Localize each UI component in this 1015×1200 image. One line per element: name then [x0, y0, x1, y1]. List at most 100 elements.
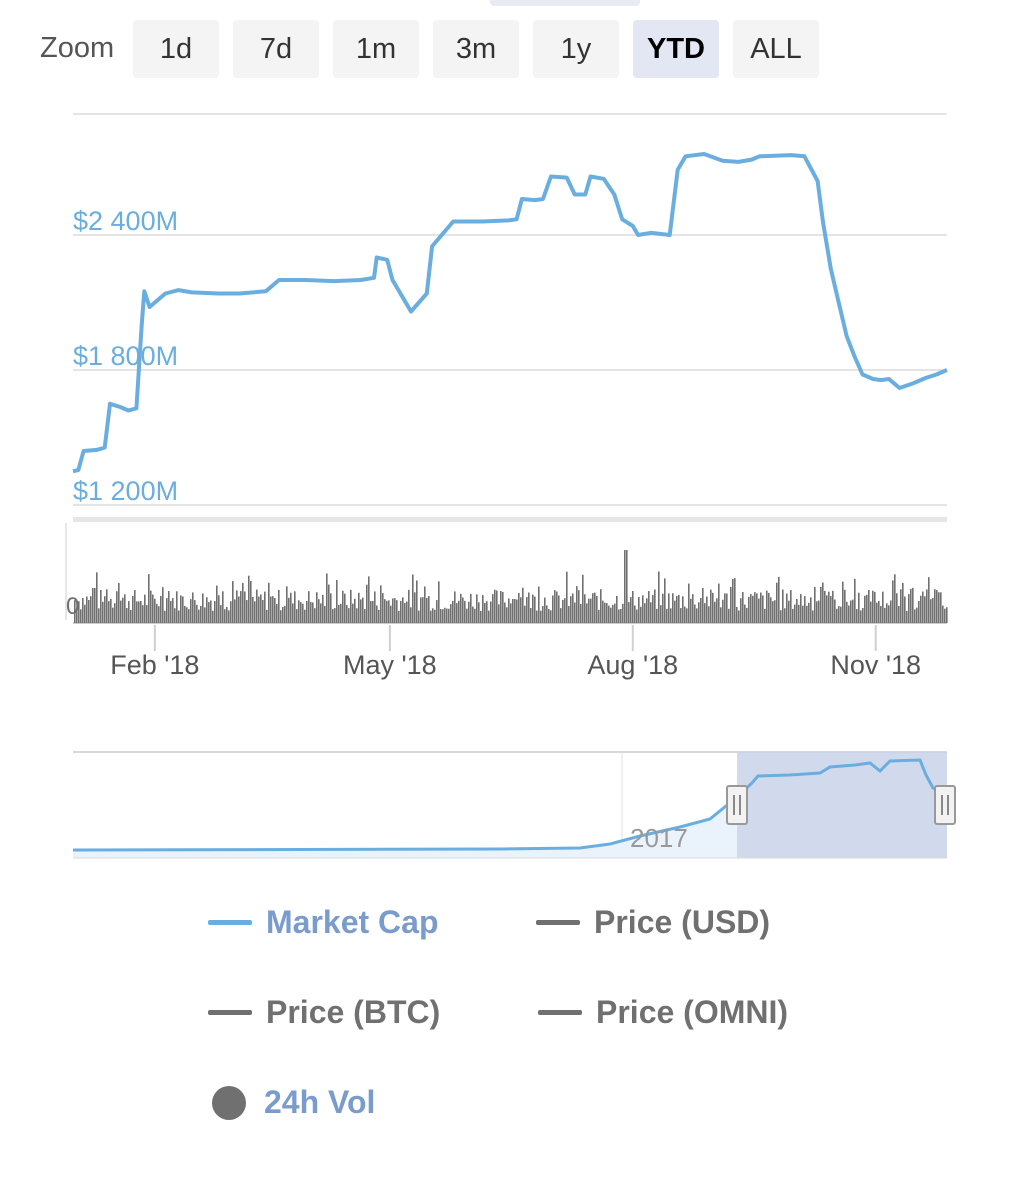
- volume-bar: [472, 606, 474, 623]
- volume-bar: [124, 594, 126, 623]
- legend-item-price-omni[interactable]: Price (OMNI): [538, 994, 788, 1031]
- volume-bar: [524, 605, 526, 623]
- legend-price-btc-line-icon: [208, 1010, 252, 1015]
- volume-bar: [462, 597, 464, 623]
- volume-bar: [878, 600, 880, 623]
- market-cap-chart: 0 $1 200M $1 800M $2 400M Feb '18 May '18 Au…: [65, 113, 956, 859]
- volume-bar: [832, 590, 834, 623]
- volume-bar: [250, 581, 252, 623]
- volume-bar: [140, 601, 142, 623]
- volume-bar: [686, 608, 688, 623]
- navigator[interactable]: 2017: [72, 751, 956, 859]
- volume-bar: [714, 601, 716, 623]
- volume-bar: [584, 594, 586, 623]
- volume-bar: [100, 589, 102, 623]
- volume-bar: [212, 610, 214, 623]
- volume-bar: [630, 597, 632, 623]
- volume-bar: [902, 582, 904, 623]
- volume-bar: [446, 608, 448, 623]
- volume-bar: [200, 605, 202, 623]
- volume-bar: [452, 600, 454, 623]
- volume-bar: [388, 600, 390, 623]
- volume-bar: [394, 598, 396, 623]
- volume-bar: [842, 581, 844, 623]
- volume-bar: [548, 608, 550, 623]
- legend-item-market-cap[interactable]: Market Cap: [208, 904, 439, 941]
- volume-bar: [166, 598, 168, 623]
- volume-bar: [184, 605, 186, 623]
- volume-bar: [490, 601, 492, 623]
- volume-bar: [644, 603, 646, 623]
- zoom-all-button[interactable]: ALL: [733, 20, 819, 78]
- volume-bar: [208, 602, 210, 623]
- volume-bar: [422, 597, 424, 623]
- volume-bar: [392, 598, 394, 623]
- volume-bar: [146, 605, 148, 623]
- zoom-1m-button[interactable]: 1m: [333, 20, 419, 78]
- zoom-ytd-button[interactable]: YTD: [633, 20, 719, 78]
- volume-bar: [102, 601, 104, 623]
- volume-bar: [94, 588, 96, 623]
- legend-24h-vol-dot-icon: [212, 1085, 246, 1120]
- volume-bar: [376, 605, 378, 623]
- volume-bar: [860, 610, 862, 623]
- zoom-1d-button[interactable]: 1d: [133, 20, 219, 78]
- volume-bar: [534, 596, 536, 623]
- volume-bar: [162, 587, 164, 623]
- navigator-right-handle[interactable]: [934, 785, 956, 825]
- legend-item-price-btc[interactable]: Price (BTC): [208, 994, 440, 1031]
- volume-bar: [230, 601, 232, 623]
- volume-bar: [118, 583, 120, 623]
- volume-bar: [224, 609, 226, 623]
- volume-bar: [296, 609, 298, 623]
- volume-bar: [718, 583, 720, 623]
- volume-bar: [344, 593, 346, 623]
- volume-bar: [650, 602, 652, 623]
- volume-bar: [740, 598, 742, 623]
- volume-bar: [480, 610, 482, 623]
- volume-bar: [218, 595, 220, 623]
- volume-bar: [352, 603, 354, 623]
- volume-bar: [110, 598, 112, 623]
- volume-bar: [564, 598, 566, 623]
- selection-tab: [490, 0, 640, 6]
- volume-bar: [152, 594, 154, 623]
- volume-bar: [130, 609, 132, 623]
- volume-bar: [516, 599, 518, 623]
- volume-bar: [76, 608, 78, 623]
- volume-bar: [700, 597, 702, 623]
- volume-bar: [240, 591, 242, 623]
- volume-bar: [730, 586, 732, 623]
- volume-bar: [138, 601, 140, 623]
- zoom-1y-button[interactable]: 1y: [533, 20, 619, 78]
- volume-bar: [384, 599, 386, 623]
- volume-bar: [380, 585, 382, 623]
- volume-bar: [464, 600, 466, 623]
- volume-bar: [940, 592, 942, 623]
- volume-bar: [246, 600, 248, 623]
- legend-label-price-omni: Price (OMNI): [596, 994, 789, 1030]
- volume-bar: [188, 609, 190, 623]
- volume-bar: [794, 604, 796, 623]
- zoom-3m-button[interactable]: 3m: [433, 20, 519, 78]
- volume-bar: [180, 595, 182, 623]
- volume-bar: [768, 592, 770, 623]
- legend-item-price-usd[interactable]: Price (USD): [536, 904, 770, 941]
- volume-bar: [636, 609, 638, 623]
- legend-item-24h-vol[interactable]: 24h Vol: [212, 1084, 375, 1121]
- volume-bar: [706, 596, 708, 623]
- y-tick-label: $1 200M: [73, 476, 178, 506]
- volume-bar: [738, 610, 740, 623]
- volume-bar: [800, 594, 802, 623]
- volume-bar: [222, 591, 224, 623]
- volume-bar: [396, 600, 398, 623]
- volume-bar: [754, 592, 756, 623]
- zoom-7d-button[interactable]: 7d: [233, 20, 319, 78]
- volume-bar: [164, 610, 166, 623]
- volume-bar: [364, 609, 366, 623]
- volume-bar: [192, 592, 194, 623]
- zoom-label: Zoom: [40, 32, 115, 64]
- navigator-left-handle[interactable]: [726, 785, 748, 825]
- volume-bar: [148, 574, 150, 623]
- volume-bar: [292, 603, 294, 623]
